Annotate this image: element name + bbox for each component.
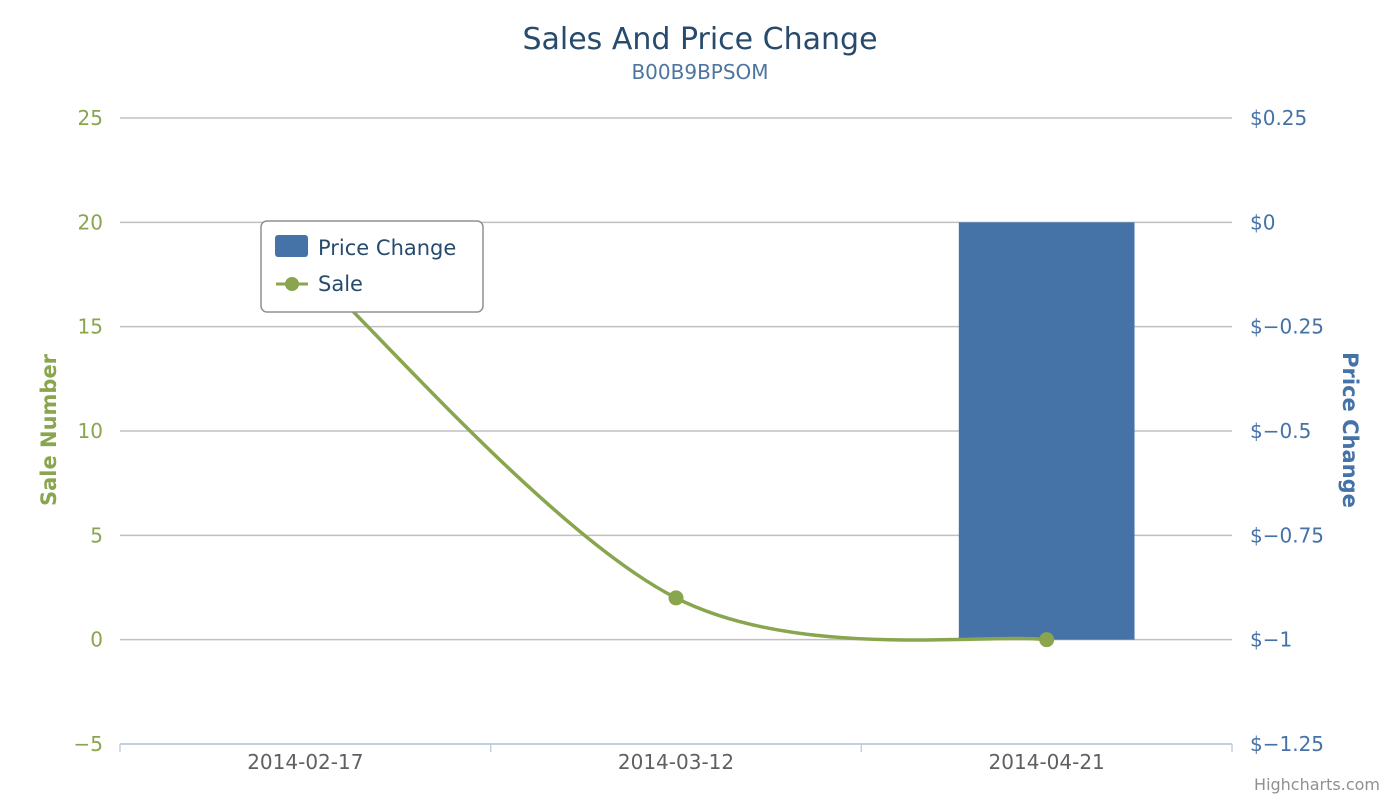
y-right-tick-label: $0 xyxy=(1250,210,1275,234)
credits-link[interactable]: Highcharts.com xyxy=(1254,775,1380,794)
y-right-tick-label: $−1 xyxy=(1250,628,1292,652)
x-tick-label: 2014-04-21 xyxy=(989,750,1105,774)
y-right-tick-label: $−0.75 xyxy=(1250,523,1324,547)
y-left-tick-label: 15 xyxy=(78,315,103,339)
y-right-tick-label: $−0.5 xyxy=(1250,419,1311,443)
y-axis-left: −5 0 5 10 15 20 25 xyxy=(74,106,103,756)
y-left-tick-label: 0 xyxy=(90,628,103,652)
x-tick-label: 2014-02-17 xyxy=(247,750,363,774)
y-left-tick-label: −5 xyxy=(74,732,103,756)
chart-title: Sales And Price Change xyxy=(522,22,877,57)
legend-item-price-change[interactable]: Price Change xyxy=(275,235,456,260)
price-change-bar[interactable] xyxy=(958,222,1135,640)
y-right-tick-label: $0.25 xyxy=(1250,106,1307,130)
y-right-tick-label: $−1.25 xyxy=(1250,732,1324,756)
legend-symbol-sale-marker xyxy=(285,277,299,291)
sale-point[interactable] xyxy=(1039,632,1055,648)
y-left-tick-label: 25 xyxy=(78,106,103,130)
y-left-tick-label: 20 xyxy=(78,210,103,234)
legend-item-sale[interactable]: Sale xyxy=(276,272,363,296)
sale-series[interactable] xyxy=(297,256,1055,648)
chart-subtitle: B00B9BPSOM xyxy=(631,60,768,84)
x-axis: 2014-02-17 2014-03-12 2014-04-21 xyxy=(119,743,1233,774)
legend-box xyxy=(260,220,484,313)
y-axis-left-title: Sale Number xyxy=(37,353,61,506)
legend-label-sale: Sale xyxy=(318,272,363,296)
legend: Price Change Sale xyxy=(260,220,484,313)
y-axis-right-title: Price Change xyxy=(1338,352,1362,508)
price-change-series[interactable] xyxy=(958,222,1135,640)
x-tick-label: 2014-03-12 xyxy=(618,750,734,774)
legend-label-price-change: Price Change xyxy=(318,236,456,260)
y-left-tick-label: 5 xyxy=(90,523,103,547)
y-left-tick-label: 10 xyxy=(78,419,103,443)
sale-point[interactable] xyxy=(668,590,684,606)
sale-line[interactable] xyxy=(304,262,1047,642)
y-axis-right: $−1.25 $−1 $−0.75 $−0.5 $−0.25 $0 $0.25 xyxy=(1250,106,1324,756)
legend-symbol-price-change xyxy=(275,235,308,257)
y-right-tick-label: $−0.25 xyxy=(1250,315,1324,339)
